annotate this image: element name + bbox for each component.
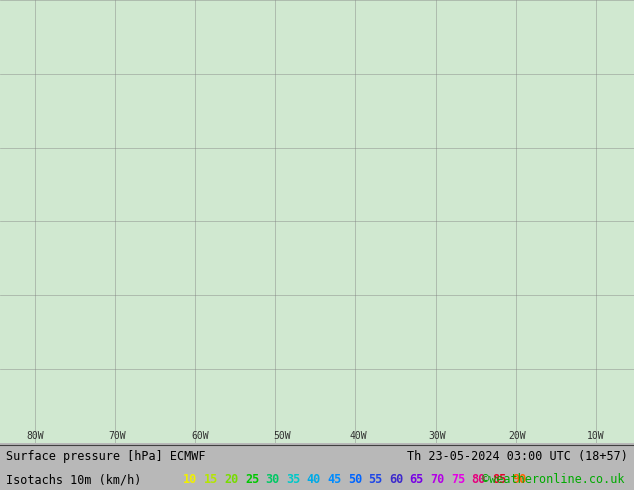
Text: 30: 30 [266,473,280,486]
Text: 20: 20 [224,473,238,486]
Text: Isotachs 10m (km/h): Isotachs 10m (km/h) [6,473,142,486]
Text: 85: 85 [492,473,507,486]
Text: 10: 10 [183,473,197,486]
Text: ©weatheronline.co.uk: ©weatheronline.co.uk [482,473,624,486]
Text: 80: 80 [472,473,486,486]
Text: 35: 35 [286,473,301,486]
Text: 20W: 20W [508,431,526,441]
Text: 80W: 80W [26,431,44,441]
Text: 40W: 40W [349,431,367,441]
Text: 10W: 10W [587,431,605,441]
Text: 15: 15 [204,473,218,486]
Text: 55: 55 [368,473,383,486]
Text: 45: 45 [327,473,342,486]
Text: 50W: 50W [273,431,291,441]
Text: 65: 65 [410,473,424,486]
Text: 60: 60 [389,473,403,486]
Text: 75: 75 [451,473,465,486]
Text: 30W: 30W [429,431,446,441]
Text: 60W: 60W [191,431,209,441]
Text: 40: 40 [307,473,321,486]
Text: Surface pressure [hPa] ECMWF: Surface pressure [hPa] ECMWF [6,450,206,463]
Text: 70: 70 [430,473,444,486]
Text: 25: 25 [245,473,259,486]
Text: 90: 90 [513,473,527,486]
Text: 50: 50 [348,473,362,486]
Text: Th 23-05-2024 03:00 UTC (18+57): Th 23-05-2024 03:00 UTC (18+57) [407,450,628,463]
Text: 70W: 70W [108,431,126,441]
